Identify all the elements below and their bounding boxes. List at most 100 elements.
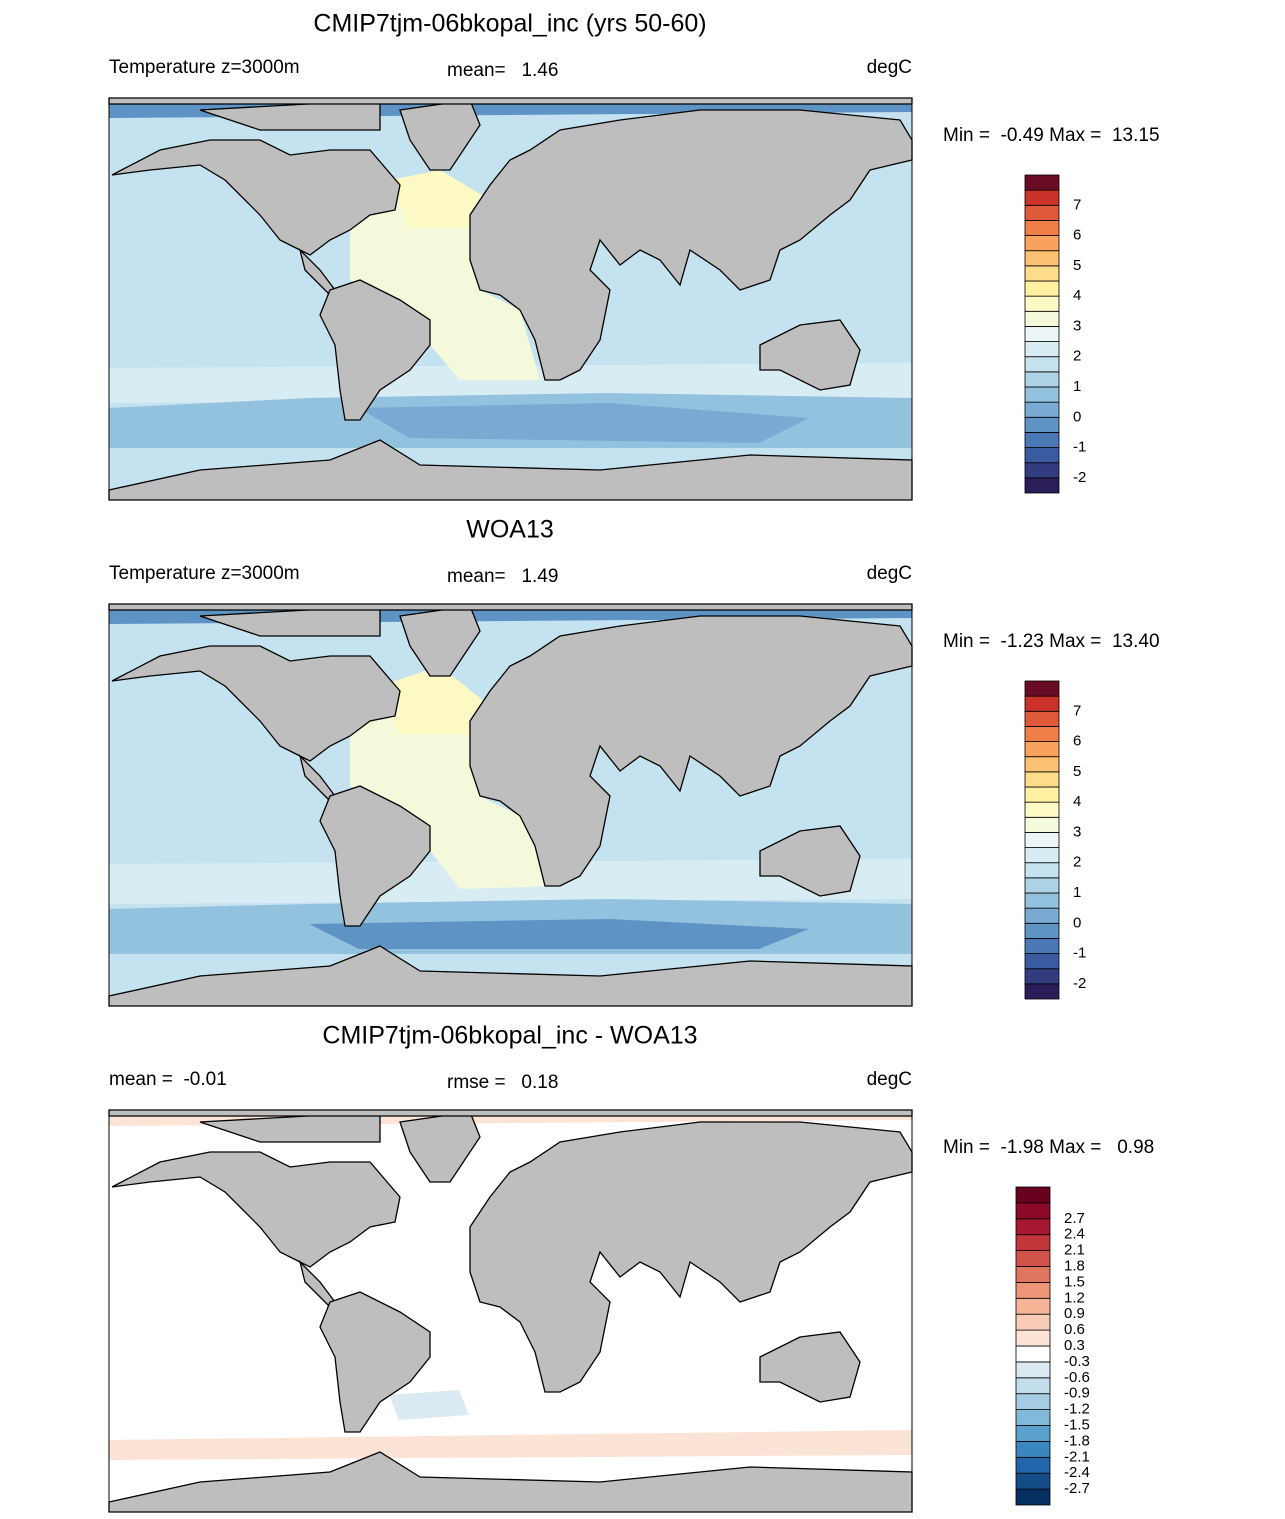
colorbar-label: -2.1 — [1064, 1448, 1090, 1465]
colorbar-box — [1024, 726, 1060, 742]
colorbar-box — [1024, 968, 1060, 985]
colorbar-label: -2.4 — [1064, 1464, 1090, 1481]
colorbar-box — [1015, 1297, 1051, 1315]
colorbar-box — [1015, 1393, 1051, 1410]
min-max: Min = -1.23 Max = 13.40 — [943, 631, 1160, 652]
land — [111, 1151, 401, 1268]
colorbar-box — [1024, 356, 1060, 373]
colorbar-label: 7 — [1073, 196, 1081, 213]
colorbar-label: 6 — [1073, 733, 1081, 750]
land — [108, 603, 913, 611]
land — [319, 279, 431, 421]
colorbar-box — [1024, 265, 1060, 282]
units-label: degC — [867, 1069, 912, 1090]
colorbar-label: 2 — [1073, 348, 1081, 365]
colorbar-label: 4 — [1073, 793, 1081, 810]
colorbar-label: 4 — [1073, 287, 1081, 304]
land — [759, 1331, 861, 1403]
colorbar-box — [1024, 938, 1060, 954]
colorbar-label: -1 — [1073, 439, 1086, 456]
land — [111, 139, 401, 256]
colorbar-label: 3 — [1073, 317, 1081, 334]
colorbar-box — [1024, 371, 1060, 388]
colorbar-label: 2.7 — [1064, 1210, 1085, 1227]
colorbar-box — [1024, 922, 1060, 939]
colorbar-box — [1024, 295, 1060, 312]
colorbar-box — [1015, 1456, 1051, 1474]
land — [108, 97, 913, 105]
ocean-field — [309, 919, 809, 949]
ocean-field — [380, 666, 490, 734]
min-max: Min = -0.49 Max = 13.15 — [943, 125, 1160, 146]
colorbar-label: -0.9 — [1064, 1385, 1090, 1402]
colorbar-box — [1024, 756, 1060, 773]
colorbar-box — [1015, 1250, 1051, 1267]
colorbar-label: -1.5 — [1064, 1416, 1090, 1433]
colorbar-box — [1015, 1472, 1051, 1490]
colorbar-label: 3 — [1073, 823, 1081, 840]
units-label: degC — [867, 57, 912, 78]
colorbar-label: -1 — [1073, 945, 1086, 962]
ocean-field — [389, 1390, 469, 1420]
colorbar-box — [1024, 953, 1060, 970]
colorbar-box — [1024, 401, 1060, 418]
ocean-field — [390, 170, 490, 228]
map-frame — [108, 603, 913, 1007]
center-label: mean= 1.49 — [447, 566, 558, 587]
colorbar-box — [1015, 1361, 1051, 1379]
ocean-field — [109, 1430, 912, 1460]
colorbar-label: 1.5 — [1064, 1273, 1085, 1290]
land — [759, 319, 861, 391]
colorbar-box — [1015, 1345, 1051, 1363]
colorbar-box — [1024, 189, 1060, 206]
colorbar-box — [1024, 680, 1060, 697]
colorbar-box — [1024, 250, 1060, 267]
colorbar-box — [1024, 235, 1060, 252]
ocean-field — [350, 175, 540, 380]
colorbar-box — [1024, 447, 1060, 464]
left-label: Temperature z=3000m — [109, 57, 300, 78]
colorbar-box — [1015, 1282, 1051, 1299]
panel-title: WOA13 — [466, 516, 554, 544]
colorbar-box — [1015, 1266, 1051, 1283]
land — [469, 1121, 913, 1393]
colorbar-label: 2.4 — [1064, 1226, 1085, 1243]
min-max: Min = -1.98 Max = 0.98 — [943, 1137, 1154, 1158]
colorbar-label: 0.6 — [1064, 1321, 1085, 1338]
units-label: degC — [867, 563, 912, 584]
colorbar-box — [1024, 907, 1060, 924]
ocean-field — [109, 363, 912, 403]
colorbar-box — [1024, 326, 1060, 342]
colorbar-box — [1015, 1313, 1051, 1331]
colorbar-box — [1024, 771, 1060, 788]
colorbar-label: -1.2 — [1064, 1401, 1090, 1418]
colorbar-label: 1.2 — [1064, 1289, 1085, 1306]
land — [111, 645, 401, 762]
colorbar-label: -2 — [1073, 975, 1086, 992]
colorbar-box — [1024, 816, 1060, 833]
map — [108, 1109, 913, 1513]
ocean-field — [359, 403, 809, 443]
colorbar-label: 7 — [1073, 702, 1081, 719]
panel-title: CMIP7tjm-06bkopal_inc - WOA13 — [322, 1022, 697, 1050]
colorbar-label: 2.1 — [1064, 1242, 1085, 1259]
colorbar-box — [1015, 1425, 1051, 1442]
colorbar-box — [1024, 280, 1060, 297]
colorbar-box — [1015, 1441, 1051, 1458]
colorbar-box — [1024, 174, 1060, 191]
colorbar-label: 2 — [1073, 854, 1081, 871]
colorbar-box — [1015, 1409, 1051, 1426]
colorbar-label: 1 — [1073, 884, 1081, 901]
colorbar-label: -1.8 — [1064, 1432, 1090, 1449]
colorbar-box — [1024, 204, 1060, 221]
colorbar-label: 0 — [1073, 408, 1081, 425]
map — [108, 97, 913, 501]
colorbar-label: -0.3 — [1064, 1353, 1090, 1370]
colorbar-box — [1024, 892, 1060, 909]
land — [319, 1291, 431, 1433]
land — [108, 1109, 913, 1117]
land — [319, 785, 431, 927]
colorbar-box — [1024, 432, 1060, 448]
colorbar-box — [1015, 1218, 1051, 1236]
